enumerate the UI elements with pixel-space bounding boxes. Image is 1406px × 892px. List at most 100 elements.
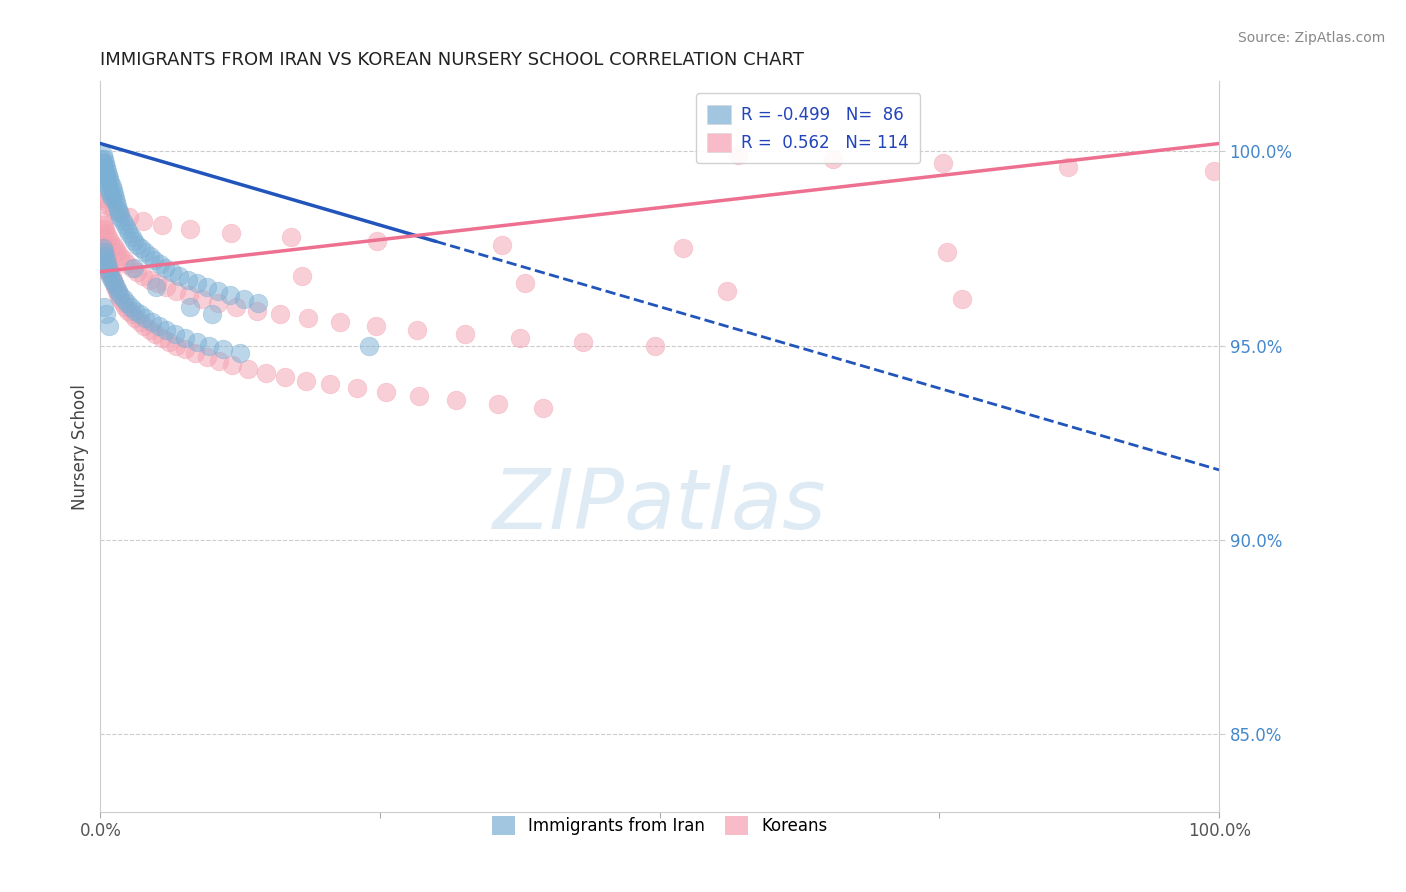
Point — [165, 284, 187, 298]
Point — [94, 257, 117, 271]
Point — [160, 265, 183, 279]
Point — [94, 257, 117, 271]
Text: Source: ZipAtlas.com: Source: ZipAtlas.com — [1237, 31, 1385, 45]
Point — [96, 257, 118, 271]
Point — [121, 229, 143, 244]
Point — [179, 300, 201, 314]
Point — [110, 292, 132, 306]
Point — [672, 242, 695, 256]
Point — [114, 218, 136, 232]
Point — [208, 354, 231, 368]
Point — [155, 323, 177, 337]
Point — [177, 288, 200, 302]
Point — [515, 277, 537, 291]
Point — [122, 234, 145, 248]
Point — [96, 260, 118, 275]
Point — [141, 315, 163, 329]
Point — [150, 218, 173, 232]
Point — [105, 194, 128, 209]
Point — [127, 237, 149, 252]
Point — [229, 346, 252, 360]
Point — [100, 179, 122, 194]
Point — [118, 211, 141, 225]
Point — [101, 237, 124, 252]
Point — [128, 315, 150, 329]
Point — [118, 226, 141, 240]
Legend: Immigrants from Iran, Koreans: Immigrants from Iran, Koreans — [484, 808, 837, 844]
Point — [91, 156, 114, 170]
Point — [823, 152, 845, 166]
Point — [201, 308, 224, 322]
Point — [103, 202, 125, 217]
Point — [132, 268, 155, 283]
Point — [90, 152, 112, 166]
Point — [134, 245, 156, 260]
Point — [111, 296, 134, 310]
Point — [122, 260, 145, 275]
Point — [105, 280, 128, 294]
Point — [364, 319, 387, 334]
Point — [105, 284, 128, 298]
Point — [195, 280, 218, 294]
Point — [91, 214, 114, 228]
Point — [149, 257, 172, 271]
Point — [128, 308, 150, 322]
Point — [94, 253, 117, 268]
Point — [212, 343, 235, 357]
Point — [254, 366, 277, 380]
Point — [932, 156, 955, 170]
Point — [100, 187, 122, 202]
Point — [186, 334, 208, 349]
Point — [91, 242, 114, 256]
Point — [117, 303, 139, 318]
Point — [297, 311, 319, 326]
Point — [357, 338, 380, 352]
Point — [114, 300, 136, 314]
Point — [104, 191, 127, 205]
Point — [103, 277, 125, 291]
Point — [132, 319, 155, 334]
Point — [100, 268, 122, 283]
Point — [644, 338, 666, 352]
Point — [408, 389, 430, 403]
Point — [96, 175, 118, 189]
Point — [93, 152, 115, 166]
Point — [94, 222, 117, 236]
Point — [91, 245, 114, 260]
Point — [157, 334, 180, 349]
Point — [96, 253, 118, 268]
Point — [107, 284, 129, 298]
Point — [100, 234, 122, 248]
Point — [165, 326, 187, 341]
Point — [129, 242, 152, 256]
Point — [115, 222, 138, 236]
Point — [100, 265, 122, 279]
Point — [148, 319, 170, 334]
Point — [444, 392, 467, 407]
Point — [295, 374, 318, 388]
Point — [127, 265, 149, 279]
Point — [207, 284, 229, 298]
Point — [108, 206, 131, 220]
Point — [219, 288, 242, 302]
Point — [111, 214, 134, 228]
Point — [98, 265, 121, 279]
Point — [100, 268, 122, 283]
Point — [274, 369, 297, 384]
Point — [207, 296, 229, 310]
Point — [110, 206, 132, 220]
Point — [93, 245, 115, 260]
Point — [115, 296, 138, 310]
Y-axis label: Nursery School: Nursery School — [72, 384, 89, 509]
Point — [198, 338, 221, 352]
Point — [90, 242, 112, 256]
Point — [291, 268, 314, 283]
Point — [280, 229, 302, 244]
Point — [101, 272, 124, 286]
Point — [98, 260, 121, 275]
Point — [103, 187, 125, 202]
Point — [112, 253, 135, 268]
Point — [94, 249, 117, 263]
Point — [94, 249, 117, 263]
Point — [167, 268, 190, 283]
